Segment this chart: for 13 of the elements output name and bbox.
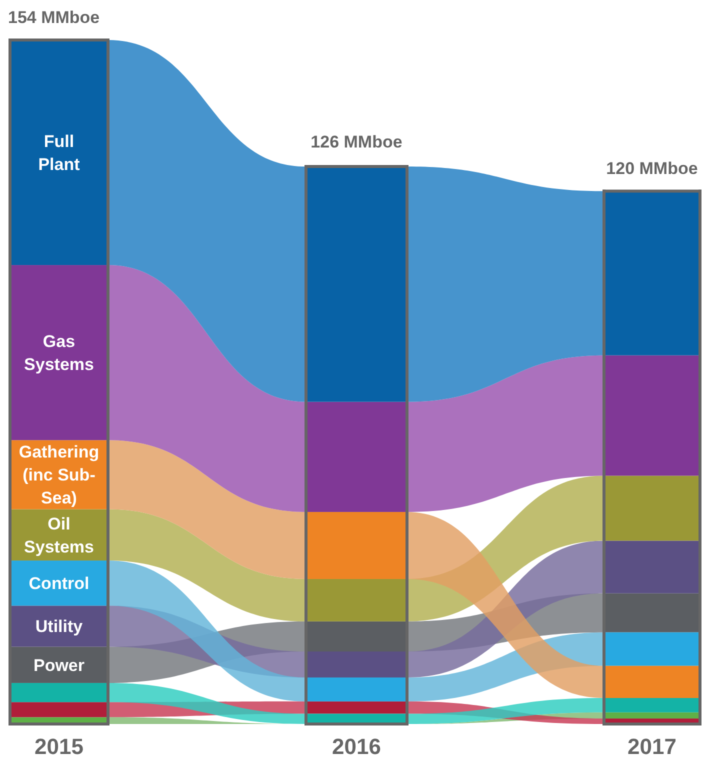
annotation: 126 MMboe	[310, 132, 402, 152]
series-label: Utility	[35, 617, 84, 636]
series-label: Power	[33, 656, 85, 675]
series-label: Gathering (inc Sub-Sea)	[18, 442, 100, 508]
annotation: 120 MMboe	[606, 159, 698, 178]
series-label: Full Plant	[38, 132, 80, 174]
x-tick-label: 2015	[34, 734, 84, 758]
series-label: Oil Systems	[24, 514, 94, 556]
series-label: Gas Systems	[24, 332, 94, 374]
series-label: Control	[28, 574, 90, 594]
annotation: 154 MMboe	[8, 8, 100, 27]
x-tick-label: 2017	[628, 734, 676, 758]
x-tick-label: 2016	[332, 734, 381, 758]
